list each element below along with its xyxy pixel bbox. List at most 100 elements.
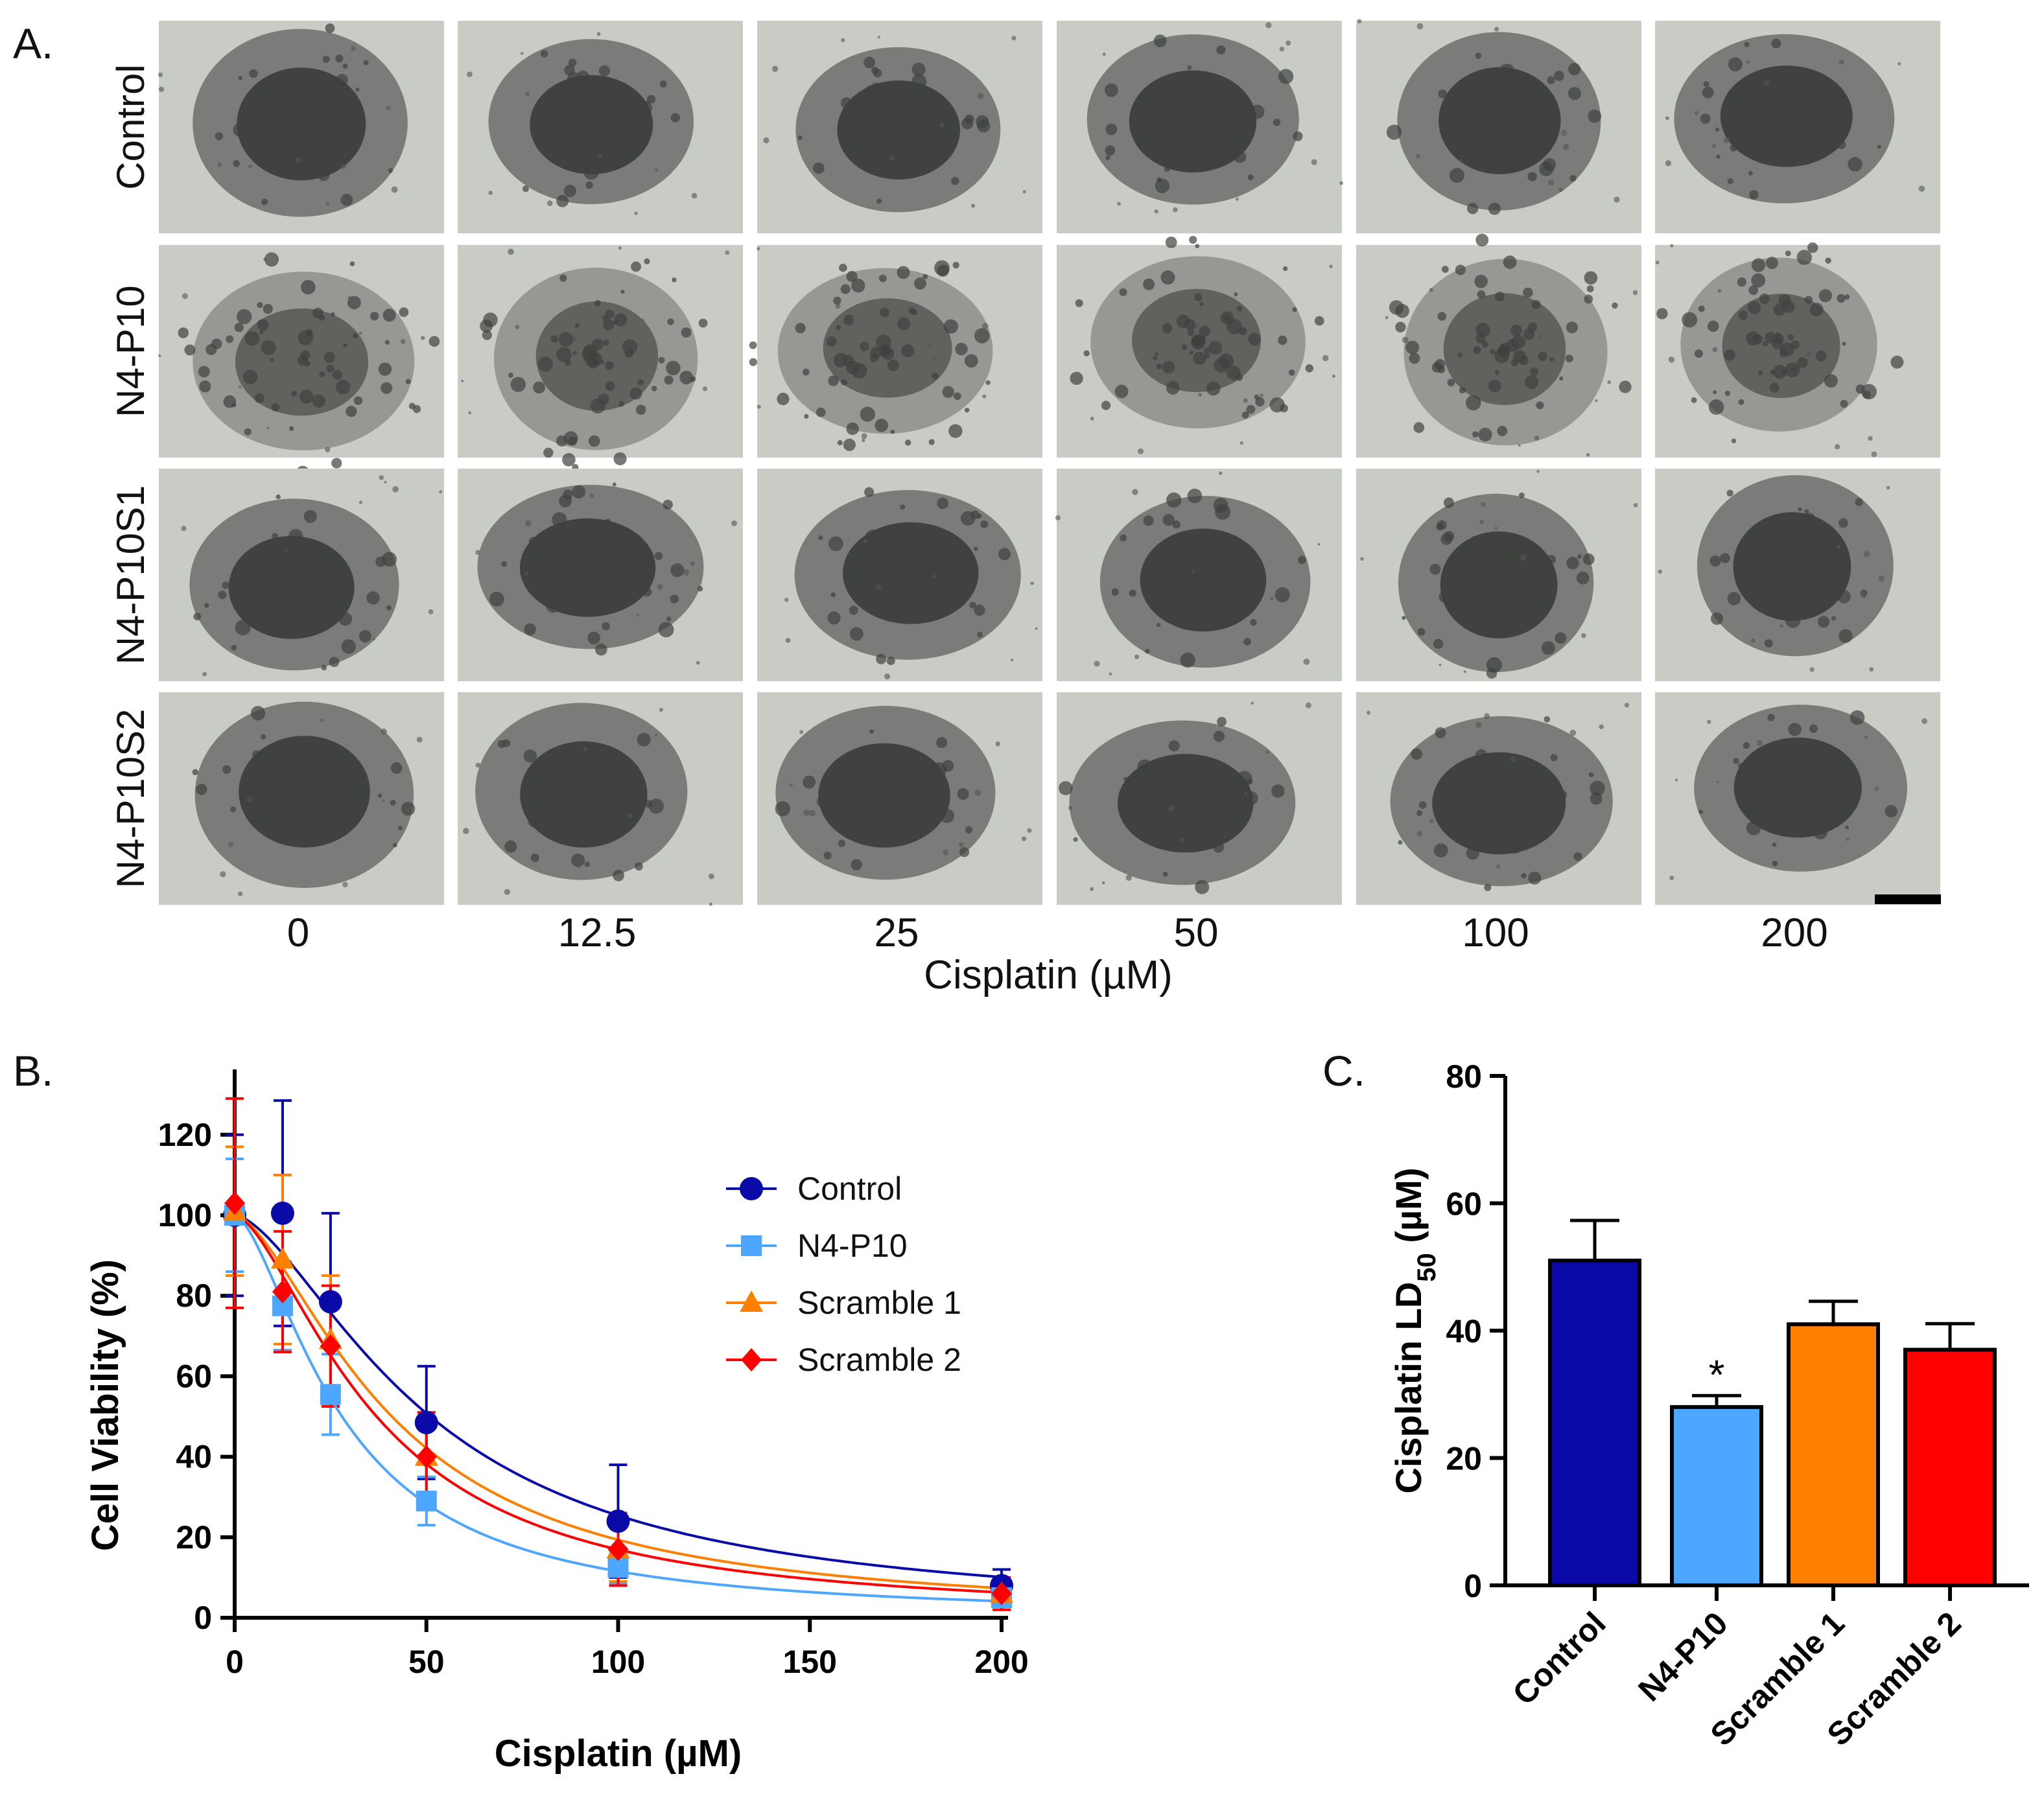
cell-cluster [912,778,928,794]
cell-cluster [1205,71,1210,75]
column-label: 25 [875,911,919,955]
debris [1669,875,1674,880]
cell-cluster [1162,323,1173,334]
debris [1360,557,1364,561]
cell-cluster [522,185,529,192]
debris [641,319,645,322]
cell-cluster [1137,759,1153,775]
cell-cluster [1445,771,1458,785]
cell-cluster [985,380,991,385]
cell-cluster [1792,103,1804,115]
bar [1548,1258,1641,1588]
cell-cluster [1513,350,1526,363]
debris [1329,264,1333,268]
cell-cluster [583,164,599,180]
cell-cluster [1751,273,1766,288]
cell-cluster [1544,566,1555,577]
cell-cluster [1735,557,1745,568]
cell-cluster [586,822,593,828]
cell-cluster [1466,846,1480,860]
panel-a-label: A. [13,19,53,67]
cell-cluster [1481,341,1488,348]
debris [358,500,363,504]
debris [379,475,384,480]
cell-cluster [611,104,615,109]
cell-cluster [1156,363,1162,369]
cell-cluster [964,354,978,368]
y-tick-label: 40 [1446,1313,1482,1349]
cell-cluster [602,622,611,631]
cell-cluster [1207,112,1212,117]
cell-cluster [1527,769,1539,781]
cell-cluster [1848,157,1862,172]
cell-cluster [288,583,297,591]
cell-cluster [1824,374,1838,388]
cell-cluster [883,768,889,775]
debris [546,200,553,206]
cell-cluster [803,775,816,789]
micrograph-tile [458,469,743,681]
cell-cluster [480,319,493,332]
cell-cluster [1434,358,1446,370]
debris [763,137,769,144]
cell-cluster [301,279,316,295]
cell-cluster [524,623,536,636]
y-axis-label-main: Cisplatin LD [1388,1282,1429,1494]
cell-cluster [1656,308,1668,320]
cell-cluster [1189,235,1197,244]
cell-cluster [1204,99,1211,106]
debris [1835,444,1840,450]
data-point [606,1509,630,1533]
cell-cluster [1164,165,1171,172]
cell-cluster [1804,509,1809,515]
column-label: 100 [1462,911,1529,955]
debris [351,46,356,51]
cell-cluster [932,372,939,380]
cell-cluster [1494,796,1502,804]
cell-cluster [206,344,217,355]
cell-cluster [552,800,559,806]
cell-cluster [977,631,983,638]
significance-marker: * [1709,1351,1725,1398]
cell-cluster [591,128,598,135]
cell-cluster [1199,821,1215,837]
cell-cluster [1486,573,1500,587]
cell-cluster [1160,778,1173,791]
cell-cluster [1812,596,1817,601]
cell-cluster [303,509,317,523]
cell-cluster [1817,616,1830,628]
cell-cluster [571,757,576,763]
cell-cluster [1770,369,1776,375]
cell-cluster [581,797,597,812]
cell-cluster [1234,292,1238,297]
debris [1717,288,1722,293]
cell-cluster [663,499,673,510]
cell-cluster [1187,488,1203,504]
cell-cluster [1453,787,1461,795]
cell-cluster [1877,145,1881,149]
cell-cluster [580,574,586,580]
debris [928,344,932,347]
cell-cluster [1141,795,1154,809]
cell-cluster [886,586,894,594]
cell-cluster [1199,147,1212,160]
cell-cluster [1771,38,1781,49]
cell-cluster [1748,285,1759,296]
cell-cluster [1759,293,1770,305]
cell-cluster [878,274,887,283]
panel-c: C. 0 20 40 60 80 Cisplatin LD50 (µM) Control N4… [1322,1047,2029,1753]
row-label: Control [109,64,152,189]
column-label: 0 [287,911,309,955]
debris [416,736,423,743]
cell-cluster [1531,299,1541,309]
cell-cluster [840,97,852,110]
cell-cluster [902,771,908,778]
cell-cluster [1700,113,1711,124]
cell-cluster [833,296,841,305]
debris [475,550,480,555]
cell-cluster [1555,632,1567,644]
debris [1624,703,1630,708]
cell-cluster [1804,296,1813,304]
cell-cluster [556,435,568,447]
debris [515,325,520,329]
